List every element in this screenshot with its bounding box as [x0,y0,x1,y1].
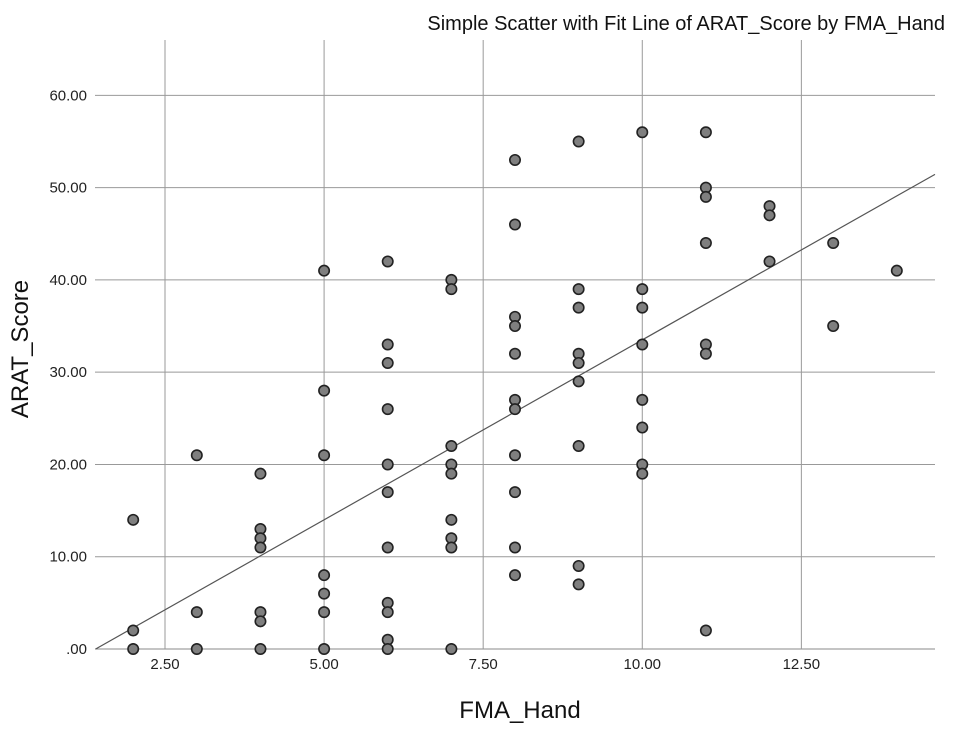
x-tick-label: 7.50 [469,656,498,673]
chart-title: Simple Scatter with Fit Line of ARAT_Sco… [427,13,945,35]
data-point [318,264,331,277]
data-point [318,384,331,397]
data-point [381,606,394,619]
y-tick-label: 20.00 [49,456,87,473]
data-point [254,467,267,480]
data-point [890,264,903,277]
data-point [636,467,649,480]
data-point [254,541,267,554]
data-point [572,578,585,591]
data-point [190,606,203,619]
data-point [318,606,331,619]
data-point [636,421,649,434]
data-point [445,541,458,554]
data-point [381,642,394,655]
data-point [763,209,776,222]
data-point [572,356,585,369]
data-point [508,347,521,360]
data-point [827,237,840,250]
data-point [636,393,649,406]
data-point [572,283,585,296]
data-point [636,338,649,351]
data-point [636,283,649,296]
data-point [699,624,712,637]
data-point [445,513,458,526]
x-tick-label: 5.00 [309,656,338,673]
data-point [381,356,394,369]
data-point [508,320,521,333]
y-tick-label: 40.00 [49,272,87,289]
data-point [127,624,140,637]
tick-labels: .00 10.00 20.00 30.00 40.00 50.00 60.00 2.50 5.0… [49,87,820,673]
data-point [699,347,712,360]
data-point [636,126,649,139]
x-tick-label: 12.50 [783,656,821,673]
y-tick-label: 50.00 [49,180,87,197]
y-tick-label: .00 [66,641,87,658]
data-point [699,126,712,139]
y-tick-label: 10.00 [49,549,87,566]
data-point [508,541,521,554]
data-point [318,569,331,582]
grid [95,40,935,650]
data-point [318,449,331,462]
data-point [572,375,585,388]
data-point [318,587,331,600]
data-point [508,486,521,499]
data-points [127,126,903,655]
data-point [572,135,585,148]
data-point [445,439,458,452]
x-tick-label: 10.00 [623,656,661,673]
data-point [381,338,394,351]
data-point [827,320,840,333]
data-point [381,458,394,471]
data-point [763,255,776,268]
x-axis-label: FMA_Hand [459,697,580,724]
data-point [636,301,649,314]
data-point [572,559,585,572]
data-point [190,642,203,655]
y-tick-label: 60.00 [49,87,87,104]
data-point [381,403,394,416]
data-point [381,486,394,499]
data-point [508,403,521,416]
data-point [508,569,521,582]
data-point [508,153,521,166]
data-point [508,218,521,231]
data-point [381,255,394,268]
data-point [699,190,712,203]
data-point [254,615,267,628]
data-point [190,449,203,462]
y-tick-label: 30.00 [49,364,87,381]
data-point [381,541,394,554]
data-point [254,642,267,655]
data-point [318,642,331,655]
x-tick-label: 2.50 [150,656,179,673]
data-point [572,439,585,452]
data-point [445,642,458,655]
data-point [445,467,458,480]
data-point [445,283,458,296]
data-point [127,513,140,526]
data-point [699,237,712,250]
data-point [508,449,521,462]
y-axis-label: ARAT_Score [7,280,34,418]
data-point [127,642,140,655]
data-point [572,301,585,314]
